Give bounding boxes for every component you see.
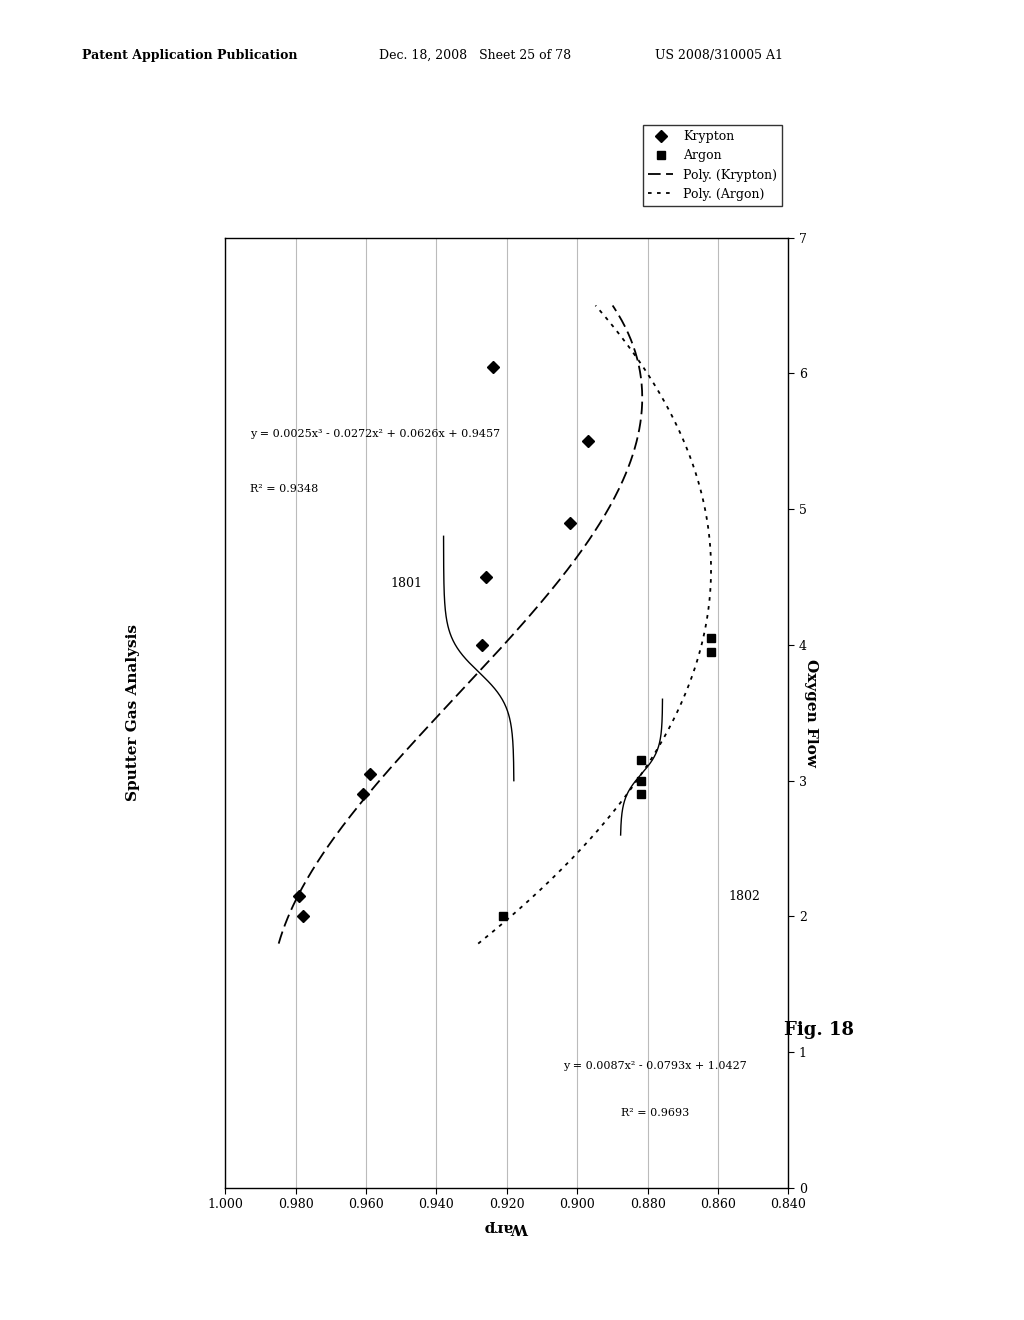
Text: R² = 0.9348: R² = 0.9348 [250,483,318,494]
Text: Dec. 18, 2008   Sheet 25 of 78: Dec. 18, 2008 Sheet 25 of 78 [379,49,571,62]
Argon [498,908,510,924]
Poly. (Krypton) [573,545,586,561]
Krypton [293,888,305,904]
Text: y = 0.0087x² - 0.0793x + 1.0427: y = 0.0087x² - 0.0793x + 1.0427 [563,1061,746,1071]
Text: Sputter Gas Analysis: Sputter Gas Analysis [126,624,140,801]
Krypton [356,787,369,803]
Poly. (Argon) [472,936,484,952]
Argon [635,787,647,803]
Krypton [582,433,594,449]
Poly. (Krypton) [606,297,618,313]
Line: Poly. (Argon): Poly. (Argon) [478,305,711,944]
Poly. (Argon) [705,545,717,561]
Poly. (Argon) [475,933,487,949]
Poly. (Argon) [705,558,717,574]
X-axis label: Warp: Warp [484,1220,529,1234]
Krypton [476,638,488,653]
Text: 1802: 1802 [729,890,761,903]
Text: Patent Application Publication: Patent Application Publication [82,49,297,62]
Line: Argon: Argon [499,634,715,920]
Argon [635,752,647,768]
Line: Poly. (Krypton): Poly. (Krypton) [279,305,642,944]
Krypton [297,908,309,924]
Poly. (Argon) [636,358,648,374]
Text: R² = 0.9693: R² = 0.9693 [621,1109,689,1118]
Text: 1801: 1801 [391,577,423,590]
Poly. (Krypton) [273,933,286,949]
Krypton [486,359,499,375]
Argon [705,644,717,660]
Krypton [479,569,492,585]
Line: Krypton: Krypton [295,363,592,920]
Y-axis label: Oxygen Flow: Oxygen Flow [804,659,818,767]
Poly. (Argon) [660,397,673,413]
Poly. (Krypton) [272,936,285,952]
Poly. (Krypton) [636,397,648,413]
Argon [635,772,647,788]
Krypton [364,766,376,781]
Text: Fig. 18: Fig. 18 [784,1020,854,1039]
Poly. (Krypton) [566,556,579,572]
Text: US 2008/310005 A1: US 2008/310005 A1 [655,49,783,62]
Legend: Krypton, Argon, Poly. (Krypton), Poly. (Argon): Krypton, Argon, Poly. (Krypton), Poly. (… [643,125,782,206]
Krypton [564,515,577,531]
Poly. (Argon) [590,297,602,313]
Text: y = 0.0025x³ - 0.0272x² + 0.0626x + 0.9457: y = 0.0025x³ - 0.0272x² + 0.0626x + 0.94… [250,429,500,440]
Poly. (Argon) [705,556,717,572]
Argon [705,630,717,645]
Poly. (Krypton) [633,358,645,374]
Poly. (Krypton) [564,558,577,574]
